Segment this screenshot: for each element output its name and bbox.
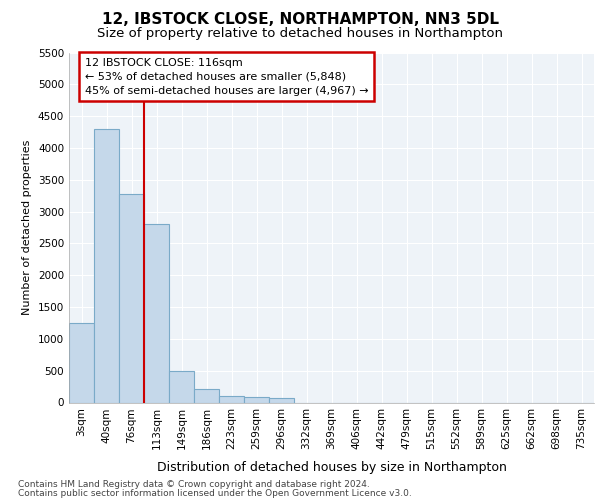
Bar <box>144 224 169 402</box>
Y-axis label: Number of detached properties: Number of detached properties <box>22 140 32 315</box>
Bar <box>244 398 269 402</box>
Bar <box>219 396 244 402</box>
Text: Contains HM Land Registry data © Crown copyright and database right 2024.: Contains HM Land Registry data © Crown c… <box>18 480 370 489</box>
Bar <box>269 398 294 402</box>
Text: Contains public sector information licensed under the Open Government Licence v3: Contains public sector information licen… <box>18 488 412 498</box>
Bar <box>194 389 219 402</box>
Bar <box>94 129 119 402</box>
X-axis label: Distribution of detached houses by size in Northampton: Distribution of detached houses by size … <box>157 460 506 473</box>
Bar <box>119 194 144 402</box>
Text: 12, IBSTOCK CLOSE, NORTHAMPTON, NN3 5DL: 12, IBSTOCK CLOSE, NORTHAMPTON, NN3 5DL <box>101 12 499 28</box>
Bar <box>69 323 94 402</box>
Bar <box>169 372 194 402</box>
Text: 12 IBSTOCK CLOSE: 116sqm
← 53% of detached houses are smaller (5,848)
45% of sem: 12 IBSTOCK CLOSE: 116sqm ← 53% of detach… <box>85 58 368 96</box>
Text: Size of property relative to detached houses in Northampton: Size of property relative to detached ho… <box>97 28 503 40</box>
